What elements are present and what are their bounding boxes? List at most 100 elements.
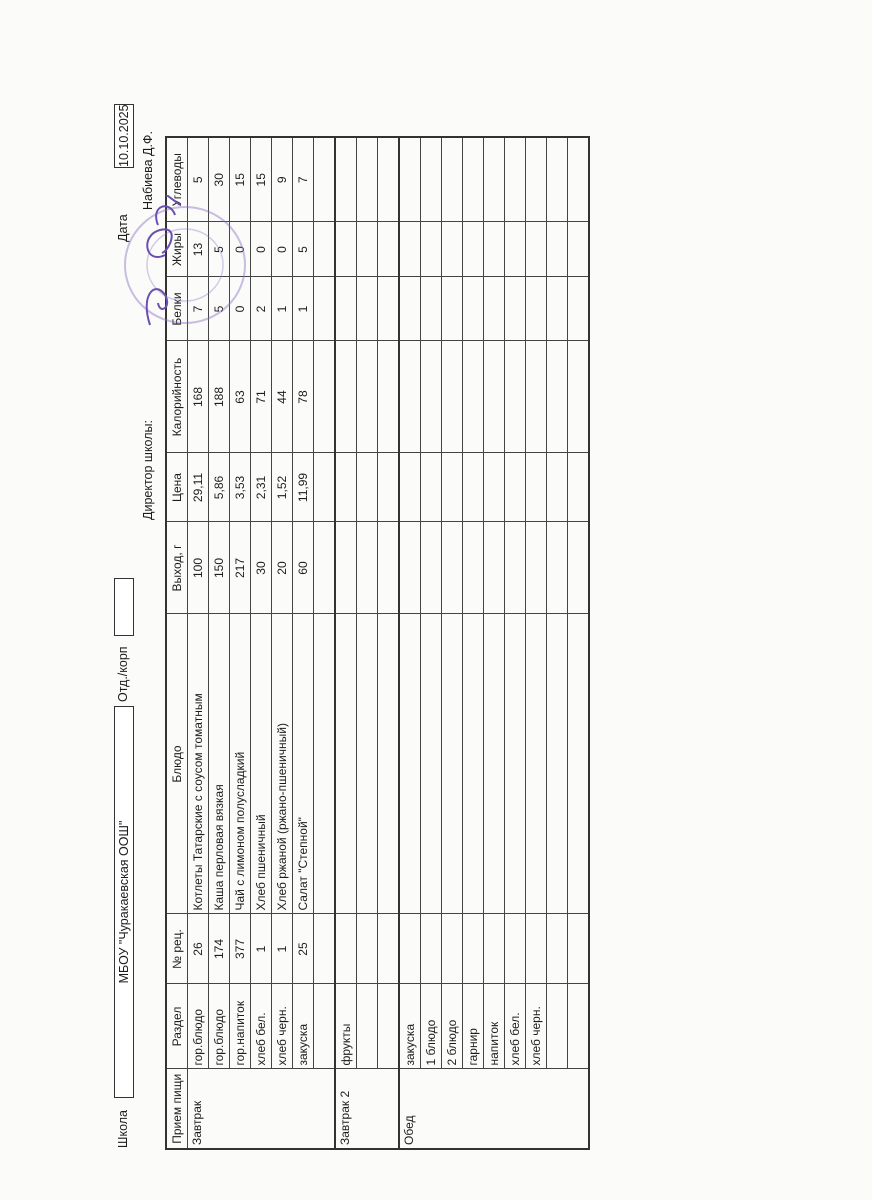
table-cell: 5 [292,222,314,277]
table-cell [525,137,547,222]
table-row [377,137,399,1149]
table-cell: хлеб бел. [504,984,526,1069]
director-label: Директор школы: [141,420,155,520]
table-cell: 150 [208,522,230,614]
table-cell [377,222,399,277]
column-header: Выход, г [166,522,188,614]
table-cell: 15 [229,137,251,222]
table-cell: 1 [250,914,272,984]
table-cell [377,614,399,914]
table-row: хлеб черн. [525,137,547,1149]
table-cell [335,522,357,614]
table-cell: Каша перловая вязкая [208,614,230,914]
table-cell [313,137,335,222]
table-cell [399,914,421,984]
table-row: 1 блюдо [420,137,442,1149]
table-cell [546,137,568,222]
table-cell [546,453,568,522]
table-cell [377,341,399,453]
table-cell [356,453,378,522]
table-cell: 63 [229,341,251,453]
table-cell: 11,99 [292,453,314,522]
table-row: Завтрак гор.блюдо 26 Котлеты Татарские с со… [187,137,335,1149]
meal-cell: Завтрак [187,1069,335,1149]
table-cell [462,222,484,277]
table-cell [356,222,378,277]
table-cell: 25 [292,914,314,984]
table-cell: Чай с лимоном полусладкий [229,614,251,914]
table-cell: закуска [292,984,314,1069]
table-cell [313,453,335,522]
table-cell [546,914,568,984]
table-cell: Салат "Степной" [292,614,314,914]
table-cell [399,222,421,277]
table-cell [546,984,568,1069]
table-cell: 2 [250,277,272,341]
table-cell [420,453,442,522]
table-cell: 71 [250,341,272,453]
table-cell [313,522,335,614]
table-cell [441,222,463,277]
table-cell: 1 [271,914,293,984]
table-cell [335,914,357,984]
table-cell [525,277,547,341]
table-cell [504,614,526,914]
table-cell [567,277,589,341]
table-cell: 13 [187,222,209,277]
table-cell [525,914,547,984]
table-cell [335,222,357,277]
table-cell: Хлеб пшеничный [250,614,272,914]
table-cell: 60 [292,522,314,614]
table-cell [462,453,484,522]
table-row: гор.блюдо 174 Каша перловая вязкая 150 5,86 1… [208,137,230,1149]
date-field: 10.10.2025 [114,104,134,168]
table-cell: 168 [187,341,209,453]
table-cell: 78 [292,341,314,453]
table-cell [420,222,442,277]
date-label: Дата [116,214,130,242]
table-cell: 44 [271,341,293,453]
table-cell [313,614,335,914]
table-cell [462,914,484,984]
table-cell [546,341,568,453]
table-cell [356,522,378,614]
table-cell [313,222,335,277]
table-cell [399,453,421,522]
table-cell [356,984,378,1069]
table-cell [567,984,589,1069]
table-cell: 1 блюдо [420,984,442,1069]
table-cell [441,614,463,914]
table-cell [483,614,505,914]
table-cell: Хлеб ржаной (ржано-пшеничный) [271,614,293,914]
table-cell: 7 [187,277,209,341]
table-row [546,137,568,1149]
table-cell [483,341,505,453]
table-row: напиток [483,137,505,1149]
table-cell [567,137,589,222]
table-cell: 5 [208,222,230,277]
table-cell: Котлеты Татарские с соусом томатным [187,614,209,914]
table-cell [525,522,547,614]
table-cell [567,614,589,914]
table-cell: гор.блюдо [187,984,209,1069]
column-header: Прием пищи [166,1069,188,1149]
table-cell [399,341,421,453]
column-header: Калорийность [166,341,188,453]
table-row: Обед закуска [399,137,589,1149]
school-name-field: МБОУ "Чуракаевская ООШ" [114,706,134,1098]
table-cell: 9 [271,137,293,222]
table-cell [441,522,463,614]
table-cell [567,453,589,522]
table-cell [441,453,463,522]
table-cell [335,614,357,914]
column-header: Цена [166,453,188,522]
table-cell [483,522,505,614]
table-cell: хлеб бел. [250,984,272,1069]
table-row: 2 блюдо [441,137,463,1149]
table-cell: фрукты [335,984,357,1069]
table-cell [377,453,399,522]
table-row [313,137,335,1149]
table-cell: 3,53 [229,453,251,522]
table-cell: гарнир [462,984,484,1069]
column-header: Белки [166,277,188,341]
